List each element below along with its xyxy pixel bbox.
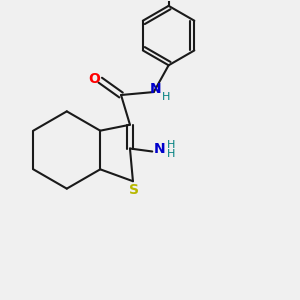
Text: H: H (167, 149, 175, 160)
Text: N: N (154, 142, 166, 155)
Text: S: S (129, 183, 140, 197)
Text: H: H (167, 140, 175, 150)
Text: O: O (88, 72, 100, 86)
Text: H: H (162, 92, 170, 101)
Text: N: N (149, 82, 161, 96)
